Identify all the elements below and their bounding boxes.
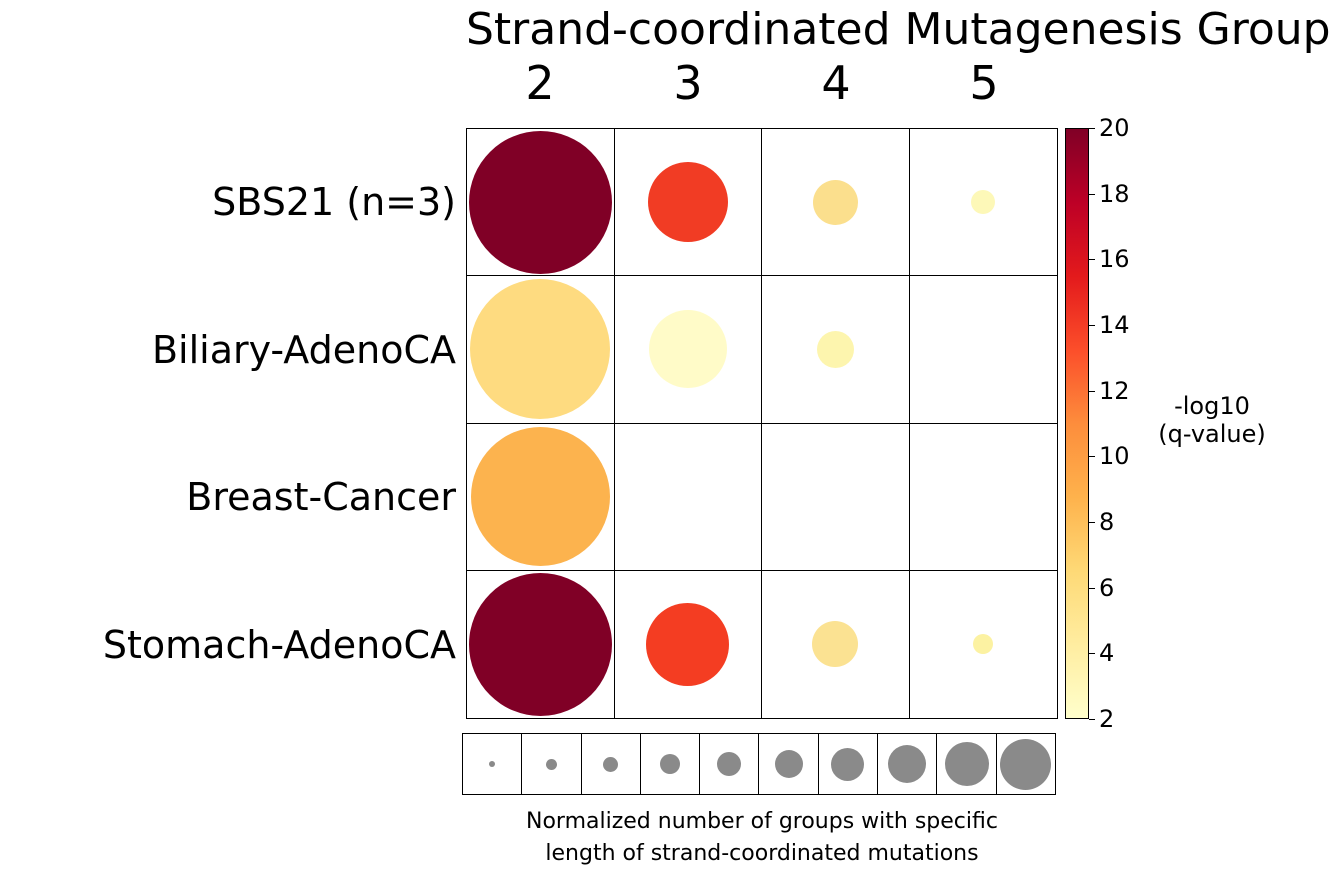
colorbar-gradient [1065,128,1089,719]
colorbar-tick-label: 2 [1099,705,1115,733]
size-legend-cell [582,734,641,794]
bubble-grid [466,128,1058,719]
colorbar-tick-mark [1089,587,1095,589]
size-legend-bubble [944,742,989,786]
colorbar-label: -log10 (q-value) [1128,392,1296,448]
colorbar-label-line1: -log10 [1174,392,1250,420]
size-legend-cell [997,734,1055,794]
bubble [647,162,728,243]
chart-title: Strand-coordinated Mutagenesis Group Len… [466,4,1339,55]
size-legend-bubble [717,752,742,776]
size-legend-bubble [489,761,496,767]
size-legend-bubble [1000,738,1052,790]
bubble [646,602,730,686]
size-legend-bubble [603,756,619,772]
size-legend-bubble [660,754,681,774]
bubble [648,310,727,389]
row-labels: SBS21 (n=3) Biliary-AdenoCA Breast-Cancer S… [0,128,456,719]
grid-cell [467,570,615,718]
grid-cell [910,571,1058,718]
colorbar-tick-mark [1089,390,1095,392]
size-legend-cell [641,734,701,794]
row-label: SBS21 (n=3) [212,179,456,224]
size-legend-caption: Normalized number of groups with specifi… [466,806,1058,870]
colorbar-tick-label: 4 [1099,639,1115,668]
column-header-3: 3 [673,56,703,110]
grid-cell [909,424,1057,571]
colorbar-tick-label: 14 [1099,311,1130,339]
column-header-5: 5 [969,56,999,110]
grid-cell [467,129,615,277]
colorbar-tick-mark [1089,719,1095,720]
bubble [468,130,612,274]
colorbar: 20 18 16 14 12 10 8 6 4 2 [1065,116,1130,731]
size-legend-cell [759,734,819,794]
grid-cell [614,276,762,424]
grid-cell [467,423,615,571]
bubble [470,279,611,420]
bubble [973,634,994,655]
row-label: Biliary-AdenoCA [151,327,456,372]
size-legend-cell [819,734,879,794]
size-legend-cell [522,734,582,794]
grid-cell [762,276,910,424]
bubble [812,621,859,668]
bubble [816,330,854,368]
colorbar-tick-mark [1089,456,1095,458]
row-label: Stomach-AdenoCA [102,623,456,668]
size-legend [462,733,1056,795]
column-headers: 2 3 4 5 [466,58,1058,109]
size-legend-bubble [545,758,557,770]
grid-cell [762,129,910,277]
colorbar-tick-mark [1089,193,1095,195]
colorbar-tick-label: 12 [1099,376,1130,405]
colorbar-tick-mark [1089,325,1095,326]
size-legend-cell [878,734,938,794]
grid-cell [614,129,762,277]
column-header-2: 2 [525,56,555,110]
grid-cell [467,276,615,424]
bubble [812,179,858,225]
colorbar-tick-mark [1089,259,1095,261]
bubble [468,572,612,716]
colorbar-tick-label: 8 [1099,508,1115,536]
grid-cell [762,423,910,571]
colorbar-tick-label: 18 [1099,179,1130,208]
colorbar-tick-mark [1089,522,1095,523]
size-legend-bubble [888,745,927,783]
colorbar-tick-label: 10 [1099,442,1130,471]
size-legend-cell [937,734,997,794]
size-legend-bubble [831,747,865,781]
colorbar-tick-label: 6 [1099,573,1115,602]
size-legend-cell [463,734,523,794]
colorbar-label-line2: (q-value) [1158,420,1266,448]
bubble [470,427,610,567]
caption-line2: length of strand-coordinated mutations [545,841,979,866]
size-legend-bubble [774,750,803,778]
colorbar-tick-label: 16 [1099,245,1130,274]
bubble [971,190,996,215]
grid-cell [909,276,1057,424]
grid-cell [909,129,1057,277]
grid-cell [614,423,762,571]
row-label: Breast-Cancer [186,475,456,520]
size-legend-cell [700,734,760,794]
colorbar-tick-mark [1089,128,1095,129]
caption-line1: Normalized number of groups with specifi… [526,809,998,834]
column-header-4: 4 [821,56,851,110]
grid-cell [615,570,762,718]
colorbar-tick-mark [1089,653,1095,655]
colorbar-tick-label: 20 [1099,114,1130,142]
grid-cell [762,570,910,718]
